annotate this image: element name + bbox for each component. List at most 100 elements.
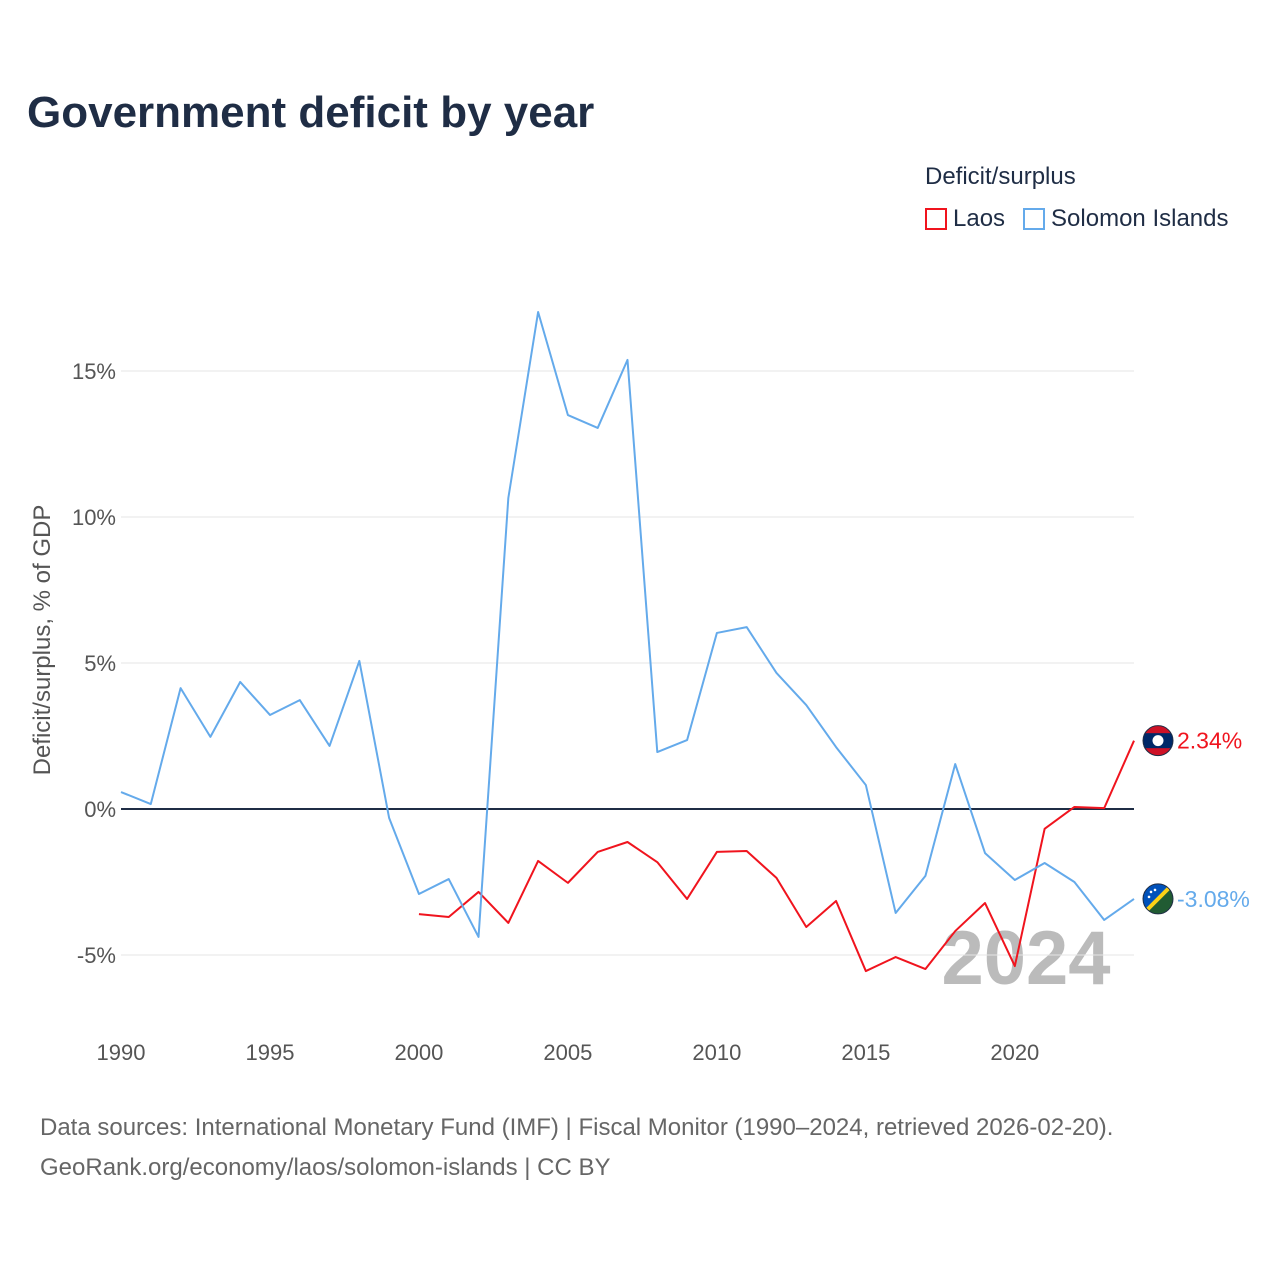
legend-item-laos[interactable]: Laos bbox=[925, 205, 1005, 233]
flag-star bbox=[1147, 895, 1151, 899]
data-point-laos bbox=[565, 880, 571, 886]
data-point-solomon-islands bbox=[1131, 896, 1137, 902]
source-text: Data sources: International Monetary Fun… bbox=[40, 1114, 1114, 1141]
flag-solomon-islands-icon bbox=[1142, 883, 1174, 915]
x-tick-label: 2005 bbox=[543, 1040, 592, 1065]
end-value-label-laos: 2.34% bbox=[1177, 728, 1242, 754]
data-point-solomon-islands bbox=[863, 782, 869, 788]
data-point-solomon-islands bbox=[237, 679, 243, 685]
y-axis-label: Deficit/surplus, % of GDP bbox=[29, 505, 56, 776]
data-point-solomon-islands bbox=[178, 685, 184, 691]
data-point-solomon-islands bbox=[922, 873, 928, 879]
data-point-solomon-islands bbox=[982, 850, 988, 856]
x-tick-label: 1995 bbox=[245, 1040, 294, 1065]
flag-border bbox=[1142, 725, 1174, 757]
data-point-laos bbox=[535, 858, 541, 864]
data-point-solomon-islands bbox=[327, 743, 333, 749]
data-point-laos bbox=[1071, 804, 1077, 810]
data-point-solomon-islands bbox=[535, 309, 541, 315]
data-point-laos bbox=[952, 928, 958, 934]
data-point-laos bbox=[1042, 826, 1048, 832]
data-point-solomon-islands bbox=[207, 734, 213, 740]
data-point-laos bbox=[714, 849, 720, 855]
data-point-laos bbox=[863, 968, 869, 974]
x-tick-label: 2015 bbox=[841, 1040, 890, 1065]
data-point-laos bbox=[505, 920, 511, 926]
data-point-laos bbox=[922, 966, 928, 972]
series-line-solomon-islands bbox=[120, 311, 1135, 938]
data-point-solomon-islands bbox=[1101, 917, 1107, 923]
data-point-solomon-islands bbox=[1012, 877, 1018, 883]
data-point-laos bbox=[416, 911, 422, 917]
flag-star bbox=[1153, 888, 1157, 892]
x-tick-label: 2020 bbox=[990, 1040, 1039, 1065]
x-tick-label: 1990 bbox=[97, 1040, 146, 1065]
year-watermark: 2024 bbox=[941, 916, 1110, 1001]
series-line-laos bbox=[418, 740, 1135, 973]
data-point-solomon-islands bbox=[773, 670, 779, 676]
data-point-solomon-islands bbox=[565, 412, 571, 418]
y-tick-label: 15% bbox=[72, 359, 116, 384]
data-point-laos bbox=[744, 848, 750, 854]
data-point-laos bbox=[1012, 963, 1018, 969]
data-point-solomon-islands bbox=[654, 749, 660, 755]
data-point-solomon-islands bbox=[714, 630, 720, 636]
data-point-laos bbox=[833, 898, 839, 904]
data-point-solomon-islands bbox=[297, 697, 303, 703]
data-point-laos bbox=[654, 859, 660, 865]
data-point-solomon-islands bbox=[833, 744, 839, 750]
data-point-solomon-islands bbox=[505, 495, 511, 501]
end-value-label-solomon-islands: -3.08% bbox=[1177, 886, 1250, 912]
source-link[interactable]: GeoRank.org/economy/laos/solomon-islands… bbox=[40, 1154, 611, 1181]
data-point-solomon-islands bbox=[267, 712, 273, 718]
y-tick-label: 10% bbox=[72, 505, 116, 530]
y-tick-label: 0% bbox=[84, 797, 116, 822]
flag-border bbox=[1142, 883, 1174, 915]
footer: Data sources: International Monetary Fun… bbox=[40, 1108, 1113, 1188]
data-point-solomon-islands bbox=[1042, 860, 1048, 866]
flag-disc bbox=[1152, 735, 1164, 747]
x-tick-label: 2000 bbox=[394, 1040, 443, 1065]
chart-title: Government deficit by year bbox=[27, 88, 595, 137]
y-tick-label: -5% bbox=[77, 943, 116, 968]
flag-body bbox=[1143, 725, 1173, 756]
data-point-solomon-islands bbox=[1071, 879, 1077, 885]
data-point-laos bbox=[1101, 805, 1107, 811]
legend-item-solomon-islands[interactable]: Solomon Islands bbox=[1023, 205, 1228, 233]
flag-stripe bbox=[1143, 883, 1173, 914]
legend-swatch-solomon-islands bbox=[1023, 208, 1046, 230]
data-point-laos bbox=[446, 914, 452, 920]
data-point-solomon-islands bbox=[386, 815, 392, 821]
data-point-laos bbox=[773, 875, 779, 881]
data-point-solomon-islands bbox=[893, 910, 899, 916]
data-point-solomon-islands bbox=[625, 357, 631, 363]
data-point-laos bbox=[803, 924, 809, 930]
y-tick-label: 5% bbox=[84, 651, 116, 676]
legend: Laos Solomon Islands bbox=[925, 205, 1228, 233]
data-point-laos bbox=[595, 849, 601, 855]
data-point-solomon-islands bbox=[803, 702, 809, 708]
legend-swatch-laos bbox=[925, 208, 947, 230]
data-point-solomon-islands bbox=[744, 624, 750, 630]
data-point-laos bbox=[684, 896, 690, 902]
data-point-solomon-islands bbox=[148, 801, 154, 807]
legend-label-laos: Laos bbox=[953, 205, 1006, 232]
x-tick-label: 2010 bbox=[692, 1040, 741, 1065]
legend-label-solomon-islands: Solomon Islands bbox=[1051, 205, 1229, 232]
data-point-solomon-islands bbox=[416, 891, 422, 897]
data-point-laos bbox=[982, 900, 988, 906]
flag-laos-icon bbox=[1142, 725, 1174, 757]
flag-body bbox=[1143, 883, 1173, 914]
data-point-solomon-islands bbox=[595, 425, 601, 431]
data-point-solomon-islands bbox=[476, 934, 482, 940]
data-point-laos bbox=[625, 839, 631, 845]
data-point-solomon-islands bbox=[356, 658, 362, 664]
flag-star bbox=[1149, 890, 1153, 894]
data-point-solomon-islands bbox=[684, 737, 690, 743]
legend-title: Deficit/surplus bbox=[925, 163, 1076, 190]
data-point-solomon-islands bbox=[118, 789, 124, 795]
data-point-laos bbox=[1131, 738, 1137, 744]
data-point-solomon-islands bbox=[952, 761, 958, 767]
data-point-laos bbox=[893, 954, 899, 960]
